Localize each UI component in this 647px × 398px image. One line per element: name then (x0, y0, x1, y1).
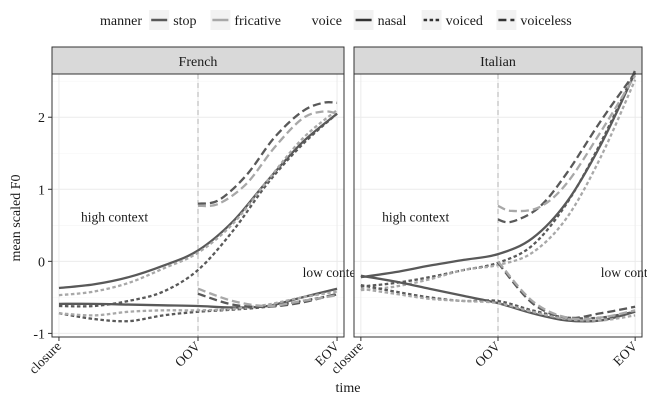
facet-title-italian: Italian (480, 55, 516, 70)
legend-key-bg (496, 10, 517, 30)
y-tick-label: 2 (38, 111, 45, 126)
legend-title-manner: manner (100, 14, 142, 29)
x-tick-label-oov: OOV (472, 338, 503, 369)
x-tick-label-closure: closure (26, 339, 64, 377)
y-tick-label: -1 (33, 327, 45, 342)
legend-label-fricative: fricative (234, 14, 281, 29)
series-line-fricative-voiceless (497, 74, 637, 213)
y-tick-label: 0 (38, 255, 45, 270)
annotation-high-context: high context (81, 210, 148, 225)
annotation-low-context: low context (601, 265, 647, 280)
x-tick-label-oov: OOV (172, 338, 203, 369)
series-line-stop-voiced (360, 283, 636, 320)
facet-title-french: French (179, 55, 218, 70)
facet-strip (51, 46, 345, 75)
series-line-stop-nasal (58, 112, 338, 290)
annotation-low-context: low context (303, 265, 367, 280)
series-line-stop-voiceless (197, 292, 338, 309)
panel-french: French high context low context -1 0 1 2 closur… (26, 46, 367, 377)
legend-label-voiceless: voiceless (520, 14, 571, 29)
annotation-high-context: high context (382, 210, 449, 225)
series-line-fricative-voiceless (497, 260, 636, 321)
series-line-stop-voiceless (497, 71, 637, 224)
x-axis-label: time (336, 381, 361, 396)
series-line-fricative-voiced (360, 287, 636, 322)
legend-label-nasal: nasal (378, 14, 407, 29)
x-tick-label-eov: EOV (610, 338, 640, 368)
series-line-fricative-voiced (58, 109, 338, 297)
series-line-fricative-voiced (360, 79, 637, 292)
chart-panels: French high context low context -1 0 1 2 closur… (26, 46, 647, 377)
series-line-fricative-voiced (58, 290, 338, 317)
series-line-fricative-voiceless (197, 287, 338, 308)
legend-label-voiced: voiced (446, 14, 483, 29)
series-line-fricative-voiceless (197, 110, 338, 208)
legend: manner stop fricative voice nasal voiced voice… (100, 10, 572, 30)
legend-label-stop: stop (173, 14, 196, 29)
series-line-stop-nasal (360, 72, 637, 279)
y-axis-label: mean scaled F0 (9, 174, 24, 261)
y-tick-label: 1 (38, 183, 45, 198)
legend-title-voice: voice (312, 14, 342, 29)
